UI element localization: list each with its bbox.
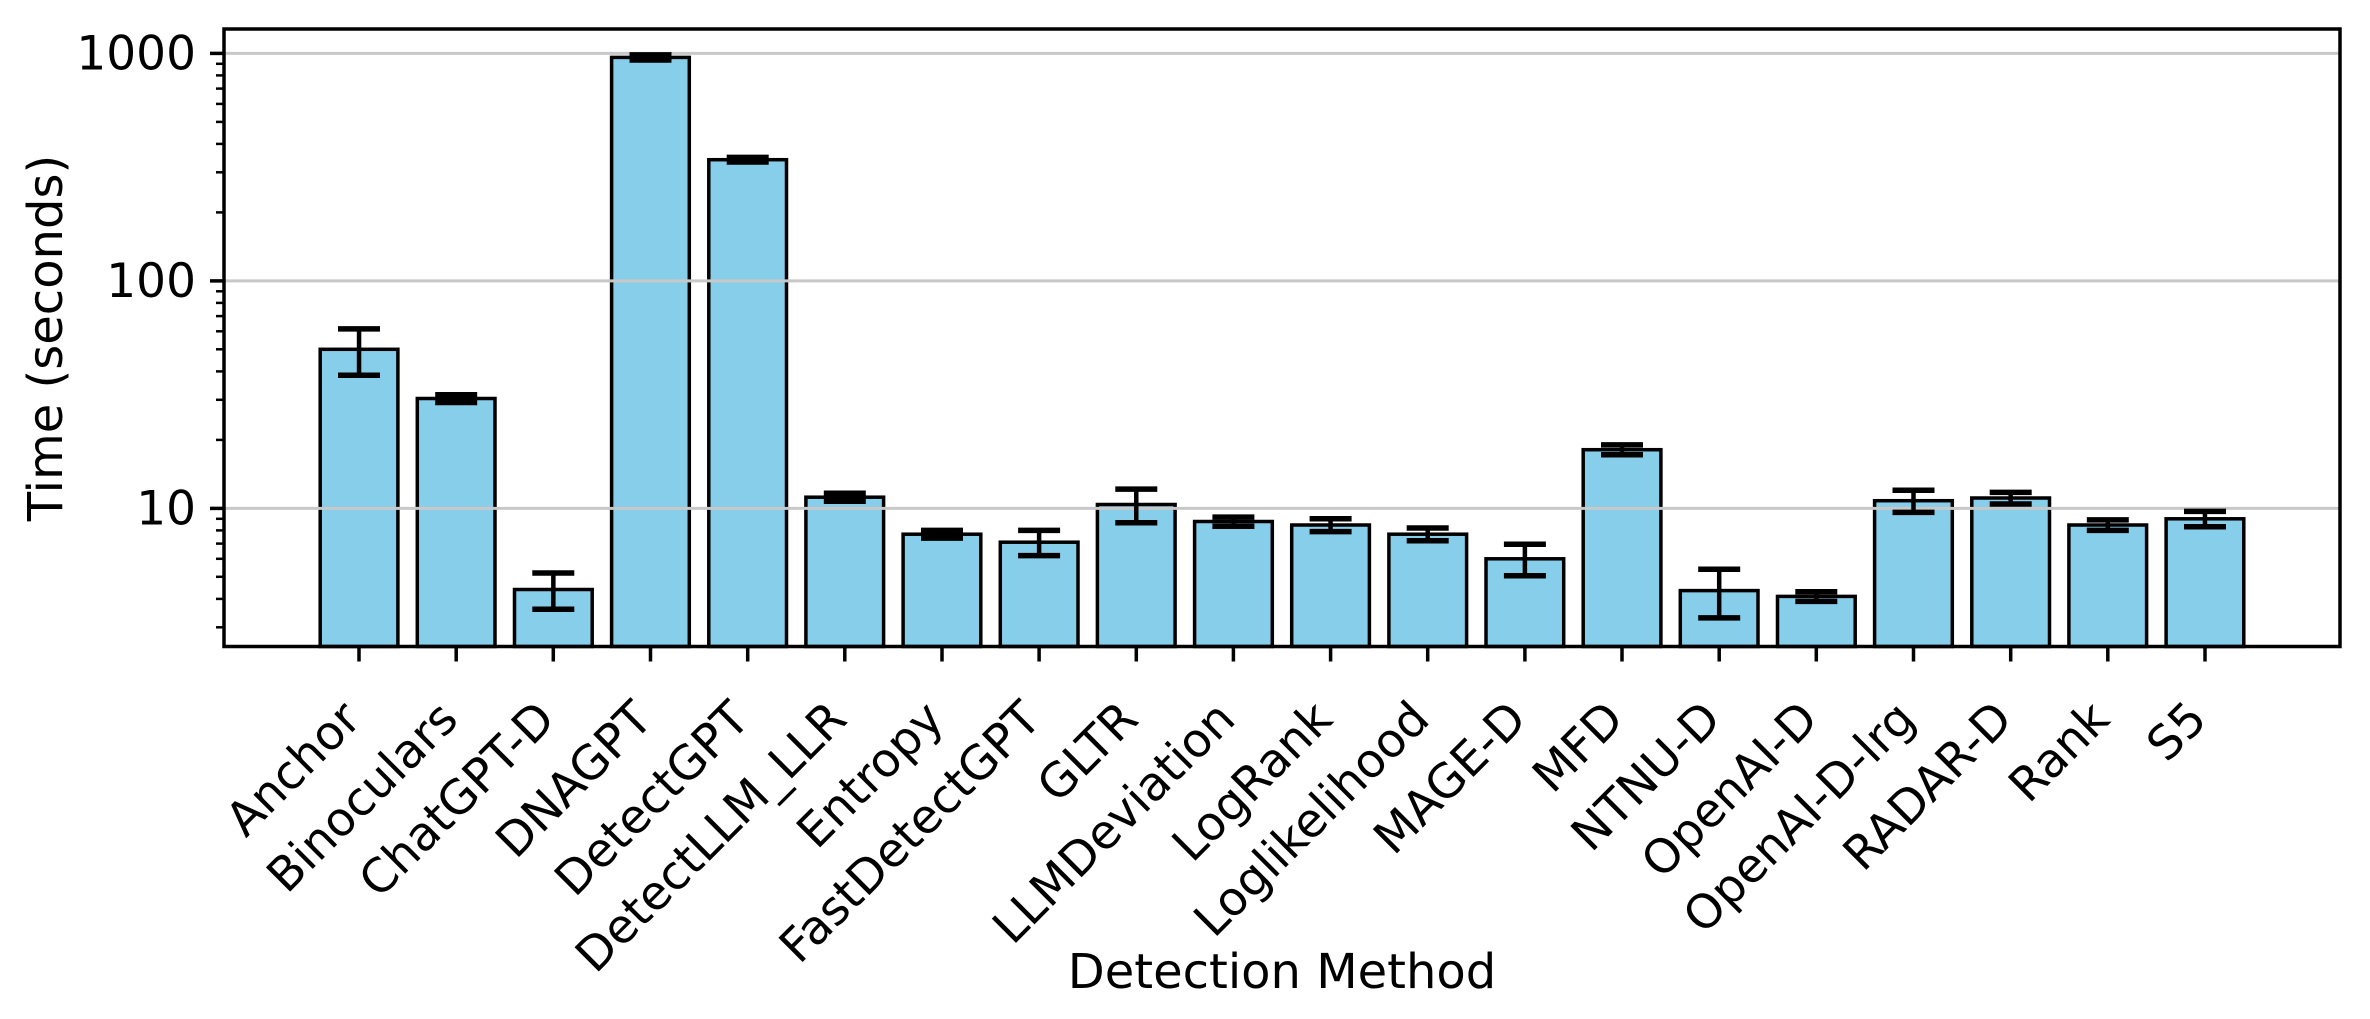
y-tick-label-10: 10 [136, 481, 196, 536]
bar-Rank [2067, 523, 2149, 649]
bar-Binoculars [415, 396, 497, 649]
bar-LLMDeviation [1192, 519, 1275, 649]
bar-GLTR [1095, 502, 1177, 649]
bar-OpenAI-D-lrg [1872, 498, 1955, 649]
y-tick-label-1000: 1000 [76, 26, 196, 81]
bar-MFD [1581, 447, 1663, 649]
bar-Anchor [318, 347, 400, 649]
bar-FastDetectGPT [998, 540, 1080, 649]
bar-LogRank [1289, 523, 1372, 649]
bar-Loglikelihood [1387, 532, 1469, 649]
y-tick-label-100: 100 [106, 254, 196, 309]
bar-DetectLLM_LLR [804, 495, 886, 649]
plot-frame [222, 27, 2342, 649]
gridlines-layer [224, 51, 2340, 510]
bar-RADAR-D [1970, 496, 2052, 649]
y-axis-title: Time (seconds) [18, 154, 74, 522]
bar-DetectGPT [707, 157, 789, 649]
bar-DNAGPT [609, 55, 692, 649]
bar-S5 [2164, 517, 2246, 649]
bar-Entropy [901, 532, 983, 649]
x-axis-title: Detection Method [1067, 944, 1497, 1000]
bars-layer [318, 55, 2246, 649]
error-bars-layer [338, 52, 2226, 621]
